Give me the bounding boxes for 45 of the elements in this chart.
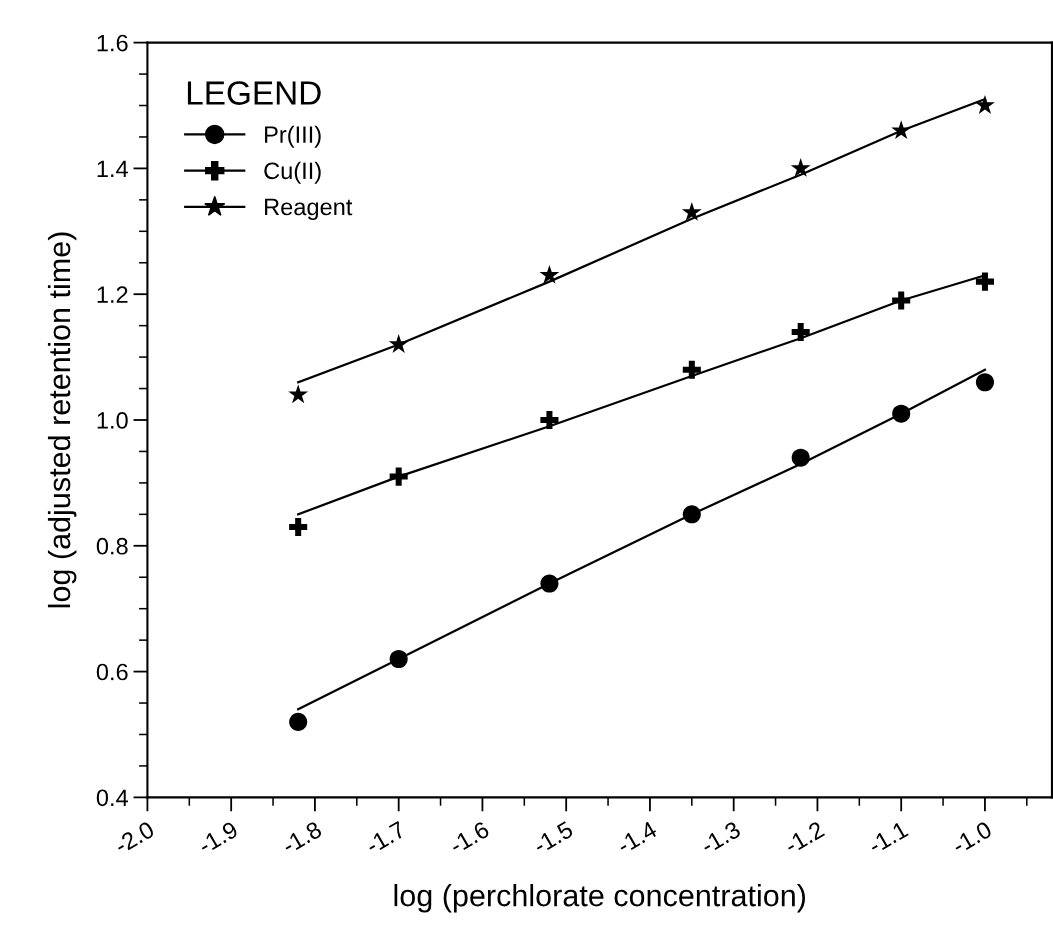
point [289, 712, 308, 731]
point [975, 373, 994, 392]
y-tick-label: 1.4 [97, 160, 128, 177]
y-axis-title: log (adjusted retention time) [47, 232, 77, 608]
y-tick-label: 1.2 [97, 286, 128, 303]
x-tick-label: -1.4 [616, 820, 658, 855]
point [681, 202, 702, 221]
legend-label: Reagent [265, 198, 353, 220]
point [540, 410, 559, 430]
x-tick-label: -1.7 [364, 820, 407, 855]
y-tick-label: 0.4 [96, 789, 128, 807]
x-tick-label: -1.1 [867, 820, 909, 855]
x-tick-label: -1.5 [532, 820, 574, 855]
point [289, 517, 308, 536]
y-tick-label: 1.6 [97, 34, 128, 52]
legend-label: Pr(III) [265, 125, 321, 148]
point [388, 334, 409, 353]
point [389, 467, 408, 486]
legend-title: LEGEND [187, 81, 321, 105]
point [892, 291, 911, 310]
y-tick-label: 0.8 [96, 537, 128, 555]
point [892, 404, 911, 423]
x-tick-label: -1.0 [950, 820, 993, 855]
x-tick-label: -1.9 [197, 820, 239, 855]
y-tick-label: 0.6 [96, 663, 128, 681]
x-tick-label: -1.6 [448, 820, 491, 855]
point [288, 384, 309, 404]
point [891, 120, 912, 140]
point [791, 448, 810, 467]
y-tick-label: 1.0 [97, 412, 128, 429]
point [791, 322, 810, 341]
x-tick-label: -1.3 [699, 820, 742, 855]
point [790, 157, 811, 177]
point [975, 95, 995, 114]
legend-label: Cu(II) [264, 161, 321, 184]
point [975, 272, 994, 291]
x-tick-label: -1.2 [783, 820, 825, 855]
point [539, 264, 560, 284]
x-axis-title: log (perchlorate concentration) [394, 884, 806, 913]
x-tick-label: -2.0 [113, 820, 156, 855]
point [540, 574, 559, 593]
point [682, 505, 701, 524]
x-tick-label: -1.8 [280, 820, 323, 855]
point [682, 360, 701, 379]
point [389, 649, 408, 669]
